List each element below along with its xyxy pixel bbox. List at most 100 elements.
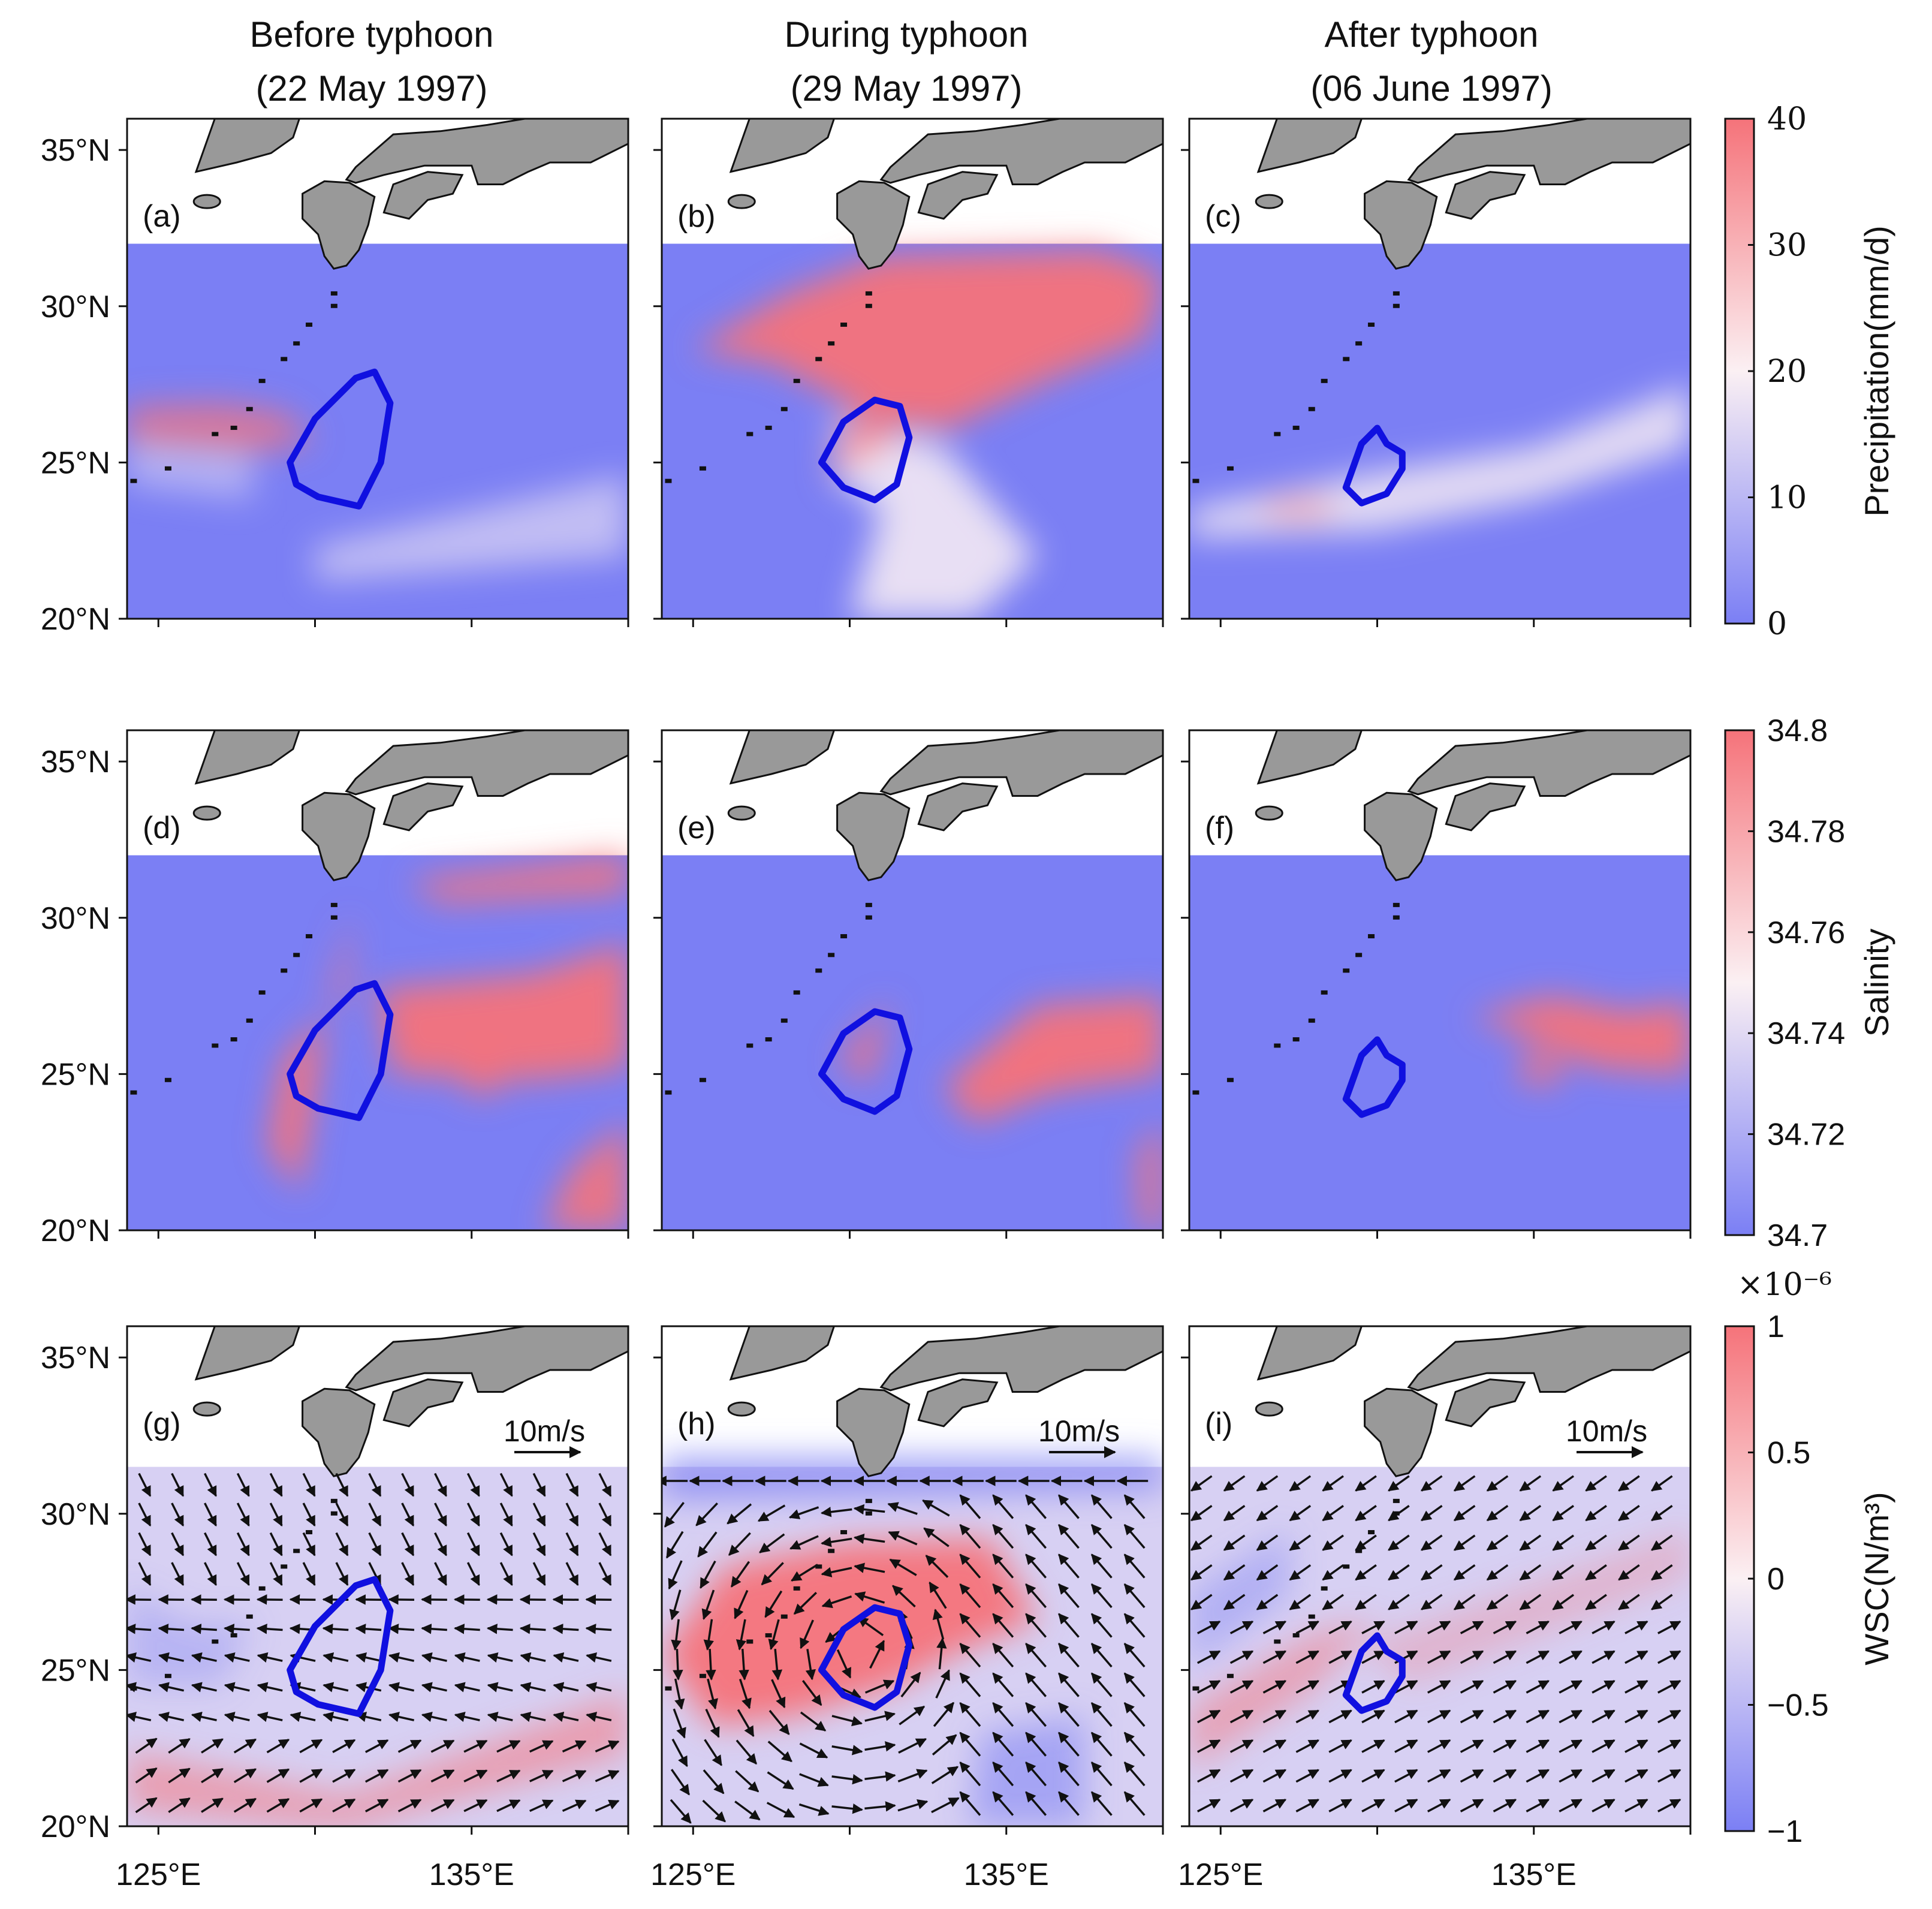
wind-vector: [233, 1738, 257, 1754]
colorbar-wsc: 1 0.5 0 −0.5 −1 WSC(N/m³) ×10⁻⁶: [1724, 1267, 1895, 1849]
wind-vector: [1355, 1534, 1377, 1551]
wind-vector: [1519, 1564, 1542, 1581]
wind-vector: [1493, 1680, 1517, 1694]
wind-vector: [1058, 1702, 1080, 1727]
study-region-contour: [818, 1008, 913, 1115]
land-mass: [917, 171, 999, 220]
ryukyu-island: [828, 341, 835, 346]
wind-vector: [1394, 1769, 1418, 1783]
colorbar-tick-label: 10: [1767, 480, 1807, 516]
wind-vector: [1289, 1564, 1312, 1581]
wind-vector: [768, 1709, 790, 1735]
wind-vector: [1657, 1680, 1681, 1694]
wind-vector: [224, 1711, 250, 1723]
field-anomaly: [693, 249, 1163, 432]
lat-tick-label: 30°N: [41, 901, 110, 936]
wind-vector: [1190, 1564, 1213, 1581]
map-panel-i: 10m/s (i): [1181, 1325, 1692, 1835]
wind-vector: [138, 1562, 152, 1586]
wind-vector: [992, 1791, 1014, 1816]
land-mass: [879, 730, 1163, 797]
wind-vector: [463, 1739, 488, 1753]
wind-vector: [1427, 1620, 1451, 1634]
wind-vector: [706, 1649, 716, 1681]
wind-vector: [1592, 1709, 1615, 1724]
wind-vector: [737, 1709, 755, 1738]
wind-vector: [1394, 1739, 1418, 1753]
wind-vector: [959, 1613, 981, 1638]
colorbar-label: Salinity: [1858, 929, 1895, 1037]
wind-vector: [397, 1799, 422, 1812]
land-mass: [382, 782, 464, 832]
wind-vector: [1460, 1769, 1484, 1783]
field-anomaly: [543, 1121, 628, 1230]
wind-vector: [585, 1624, 612, 1634]
wind-vector: [1592, 1769, 1615, 1783]
wind-vector: [1229, 1739, 1254, 1753]
panel-label: (d): [143, 811, 181, 845]
land-mass: [1364, 180, 1438, 270]
wind-vector: [1229, 1709, 1254, 1724]
wind-vector: [1394, 1680, 1418, 1694]
wind-vector: [1190, 1504, 1213, 1522]
land-mass: [1407, 119, 1690, 185]
wind-vector: [499, 1532, 513, 1556]
wind-vector: [1460, 1799, 1484, 1812]
field-anomaly: [1521, 1055, 1559, 1083]
wind-vector: [793, 1592, 817, 1615]
wind-vector: [869, 1640, 885, 1669]
land-mass: [194, 730, 300, 785]
wind-vector: [1493, 1709, 1517, 1724]
lon-tick-label: 125°E: [116, 1857, 201, 1892]
wind-vector: [734, 1800, 761, 1821]
ryukyu-island: [793, 1586, 800, 1591]
wind-vector: [401, 1502, 415, 1527]
ryukyu-island: [1226, 466, 1234, 471]
map-panel-c: (c): [1181, 118, 1692, 627]
wind-vector: [519, 1624, 546, 1634]
wind-vector: [598, 1473, 612, 1497]
wind-vector: [929, 1581, 947, 1609]
wind-vector: [789, 1535, 819, 1550]
ryukyu-island: [1192, 1090, 1199, 1095]
wind-vector: [1460, 1650, 1484, 1664]
ryukyu-island: [1368, 1530, 1375, 1535]
ryukyu-island: [865, 1498, 872, 1503]
wind-vector: [1256, 1594, 1279, 1610]
wind-vector: [1526, 1769, 1550, 1783]
wind-vector: [1090, 1613, 1113, 1638]
panel-frame: [1188, 118, 1692, 620]
panel-frame: [126, 118, 629, 620]
wind-vector: [1388, 1475, 1410, 1492]
wind-vector: [454, 1682, 480, 1693]
wind-vector: [236, 1473, 250, 1497]
wind-vector: [1295, 1650, 1320, 1664]
wind-vector: [388, 1624, 415, 1634]
land-mass: [1364, 1387, 1438, 1477]
wind-vector: [1361, 1680, 1385, 1694]
wind-vector: [1486, 1534, 1509, 1551]
wind-vector: [335, 1502, 349, 1527]
ryukyu-island: [130, 1090, 137, 1095]
ryukyu-island: [306, 323, 313, 327]
wind-vector: [355, 1624, 382, 1634]
wind-vector: [269, 1532, 283, 1556]
wind-vector: [1552, 1594, 1575, 1610]
wind-vector: [355, 1652, 382, 1663]
wind-vector: [1420, 1534, 1443, 1551]
wind-vector: [168, 1797, 191, 1813]
wind-vector: [697, 1531, 718, 1558]
field-anomaly: [1138, 1121, 1163, 1230]
ryukyu-island: [1274, 1639, 1281, 1644]
jeju-island: [1255, 194, 1283, 209]
wind-vector: [992, 1642, 1014, 1668]
wind-vector: [466, 1502, 480, 1527]
wind-vector: [332, 1798, 356, 1813]
field-anomaly: [1264, 496, 1331, 519]
wind-vector: [1493, 1620, 1517, 1634]
wind-vector: [1058, 1791, 1080, 1816]
wind-vector: [1388, 1504, 1410, 1522]
wind-vector: [1657, 1769, 1681, 1783]
ryukyu-island: [212, 1043, 219, 1048]
wind-vector: [1585, 1504, 1607, 1522]
